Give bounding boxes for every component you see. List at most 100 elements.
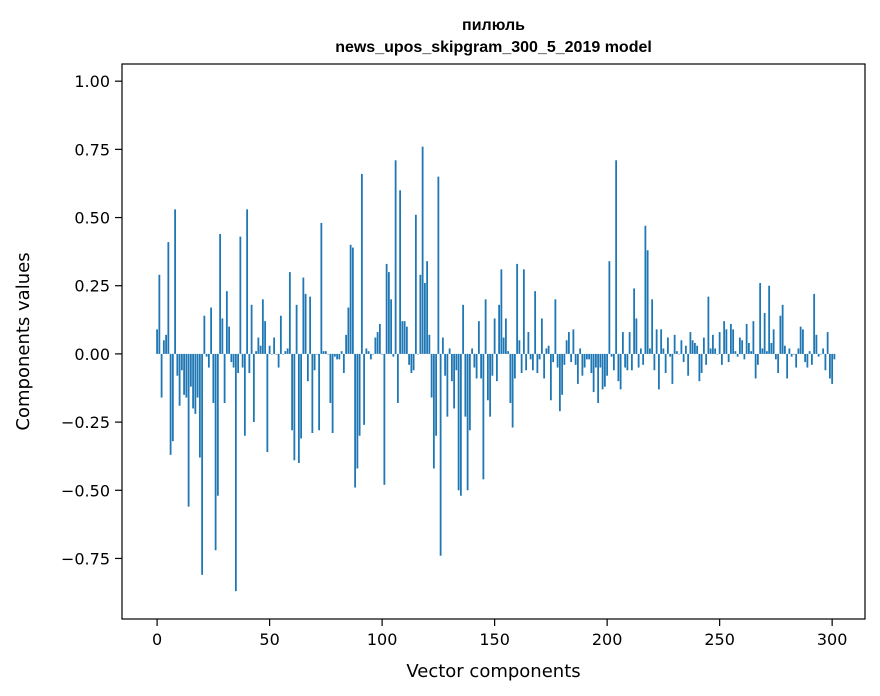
bar xyxy=(795,353,798,368)
bar xyxy=(412,353,415,371)
bar xyxy=(219,233,222,354)
bar xyxy=(468,353,471,431)
y-tick-label: 1.00 xyxy=(74,72,110,91)
y-tick-label: −0.50 xyxy=(61,481,110,500)
plot-frame xyxy=(121,63,866,620)
bar xyxy=(720,353,723,365)
x-tick-label: 250 xyxy=(704,630,735,649)
bar xyxy=(639,348,642,354)
bar xyxy=(666,337,669,354)
bar xyxy=(597,353,600,403)
y-axis-label: Components values xyxy=(13,252,34,430)
bar xyxy=(543,353,546,379)
bar xyxy=(581,353,584,376)
bar xyxy=(270,353,273,355)
bar xyxy=(439,353,442,556)
bar xyxy=(486,353,489,401)
bar xyxy=(527,332,530,354)
bar xyxy=(174,209,176,354)
bar xyxy=(185,353,188,398)
y-tick-label: 0.25 xyxy=(74,277,110,296)
bar xyxy=(273,337,276,354)
bar xyxy=(822,348,825,354)
bar xyxy=(369,353,372,360)
bar xyxy=(610,353,613,357)
bar xyxy=(493,318,496,354)
bar xyxy=(338,353,341,360)
bar xyxy=(205,353,208,357)
bar xyxy=(246,209,249,354)
bar xyxy=(576,353,579,384)
bar xyxy=(529,353,532,360)
bar xyxy=(437,176,440,354)
bar xyxy=(183,353,185,395)
bar xyxy=(448,348,451,354)
bar xyxy=(214,353,217,551)
bar xyxy=(763,313,766,354)
bar xyxy=(808,351,811,354)
bar xyxy=(813,293,816,354)
x-tick-label: 100 xyxy=(367,630,398,649)
bar xyxy=(160,353,163,398)
bar xyxy=(754,353,757,379)
bar-series xyxy=(156,146,836,592)
bar xyxy=(376,332,379,354)
bar xyxy=(417,353,420,355)
bar xyxy=(457,353,460,491)
bar xyxy=(725,329,728,354)
bar xyxy=(655,329,658,354)
bar xyxy=(216,353,219,496)
bar xyxy=(171,353,174,442)
bar xyxy=(250,304,253,354)
bar xyxy=(365,348,368,354)
bar xyxy=(820,353,822,355)
bar xyxy=(354,353,357,488)
bar xyxy=(291,353,294,431)
bar xyxy=(435,353,438,436)
bar xyxy=(221,318,224,354)
bar xyxy=(432,353,435,469)
bar xyxy=(538,353,541,360)
bar xyxy=(714,348,717,354)
y-tick-label: −0.75 xyxy=(61,549,110,568)
bar xyxy=(423,283,426,354)
bar xyxy=(165,334,167,354)
bar xyxy=(331,353,334,433)
bar xyxy=(266,353,269,453)
bar xyxy=(734,351,737,354)
bar xyxy=(705,353,708,365)
bar xyxy=(696,345,699,354)
bar xyxy=(570,353,573,363)
bar xyxy=(673,334,676,354)
bar xyxy=(747,343,750,354)
bar xyxy=(774,353,777,360)
bar xyxy=(554,299,557,354)
bar xyxy=(671,353,674,384)
bar xyxy=(743,353,746,360)
bar xyxy=(295,304,298,354)
bar xyxy=(556,353,559,368)
bar xyxy=(732,329,735,354)
bar xyxy=(664,353,667,373)
bar xyxy=(606,353,609,376)
bar xyxy=(450,353,453,382)
bar xyxy=(167,242,170,354)
bar xyxy=(621,332,624,354)
bar xyxy=(558,353,561,412)
bar xyxy=(522,269,525,354)
bar xyxy=(651,299,654,354)
bar xyxy=(811,353,813,365)
bar xyxy=(637,353,640,368)
bar xyxy=(162,340,165,354)
bar xyxy=(480,353,483,379)
bar xyxy=(234,353,237,592)
bar xyxy=(698,353,701,382)
bar xyxy=(498,304,501,354)
bar xyxy=(378,323,381,354)
bar xyxy=(345,334,348,354)
bar xyxy=(601,353,604,390)
bar xyxy=(315,353,318,355)
bar xyxy=(268,345,271,354)
bar xyxy=(590,353,593,373)
x-tick-label: 200 xyxy=(592,630,623,649)
